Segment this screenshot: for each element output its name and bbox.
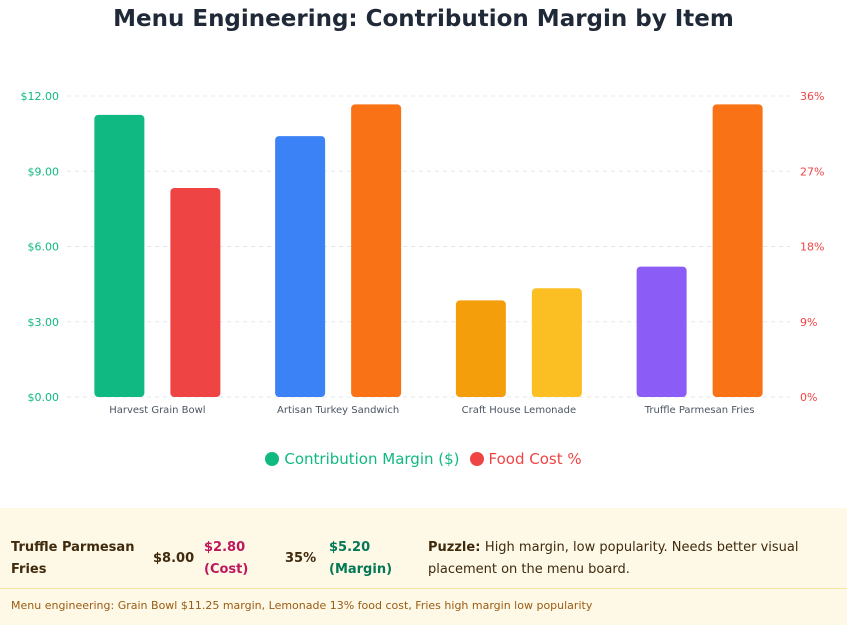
legend-item-cost[interactable]: Food Cost % <box>469 450 582 468</box>
detail-note-text: High margin, low popularity. Needs bette… <box>428 540 799 577</box>
y-right-tick-label: 0% <box>800 391 817 404</box>
chart-legend: Contribution Margin ($) Food Cost % <box>0 450 847 468</box>
x-category-label: Craft House Lemonade <box>462 405 577 416</box>
x-category-label: Artisan Turkey Sandwich <box>277 405 399 416</box>
y-right-tick-label: 18% <box>800 241 824 254</box>
bar-margin <box>94 114 145 397</box>
y-right-tick-label: 27% <box>800 165 824 178</box>
y-left-tick-label: $9.00 <box>28 165 60 178</box>
y-left-tick-label: $12.00 <box>21 90 60 103</box>
bar-margin <box>275 136 326 397</box>
legend-dot-margin <box>265 452 280 466</box>
detail-cost: $2.80 (Cost) <box>204 540 249 577</box>
bar-food-cost <box>170 187 221 397</box>
footer-note: Menu engineering: Grain Bowl $11.25 marg… <box>11 599 593 612</box>
bar-food-cost <box>531 288 582 397</box>
detail-note-label: Puzzle: <box>428 540 481 555</box>
legend-label-cost: Food Cost % <box>488 450 582 468</box>
y-right-tick-label: 9% <box>800 316 817 329</box>
bar-chart: $0.00 $3.00 $6.00 $9.00 $12.00 0% 9% 18% 27% 36% H… <box>21 90 825 416</box>
bar-margin <box>455 300 506 397</box>
detail-cost-percent: 35% <box>285 551 317 566</box>
x-category-label: Truffle Parmesan Fries <box>644 405 755 416</box>
x-category-label: Harvest Grain Bowl <box>109 405 205 416</box>
chart-title: Menu Engineering: Contribution Margin by… <box>113 6 734 32</box>
legend-label-margin: Contribution Margin ($) <box>284 450 460 468</box>
y-left-tick-label: $6.00 <box>28 241 60 254</box>
detail-panel: Truffle Parmesan Fries $8.00 $2.80 (Cost… <box>0 508 847 625</box>
bar-margin <box>636 266 687 397</box>
detail-row: Truffle Parmesan Fries $8.00 $2.80 (Cost… <box>0 508 847 589</box>
bar-food-cost <box>351 104 402 397</box>
bar-food-cost <box>712 104 763 397</box>
legend-dot-cost <box>469 452 484 466</box>
detail-price: $8.00 <box>153 551 195 566</box>
detail-margin: $5.20 (Margin) <box>329 540 393 577</box>
y-left-tick-label: $3.00 <box>28 316 60 329</box>
detail-item-name: Truffle Parmesan Fries <box>11 540 135 577</box>
detail-note: Puzzle: High margin, low popularity. Nee… <box>428 537 828 581</box>
y-right-tick-label: 36% <box>800 90 824 103</box>
legend-item-margin[interactable]: Contribution Margin ($) <box>265 450 460 468</box>
y-left-tick-label: $0.00 <box>28 391 60 404</box>
